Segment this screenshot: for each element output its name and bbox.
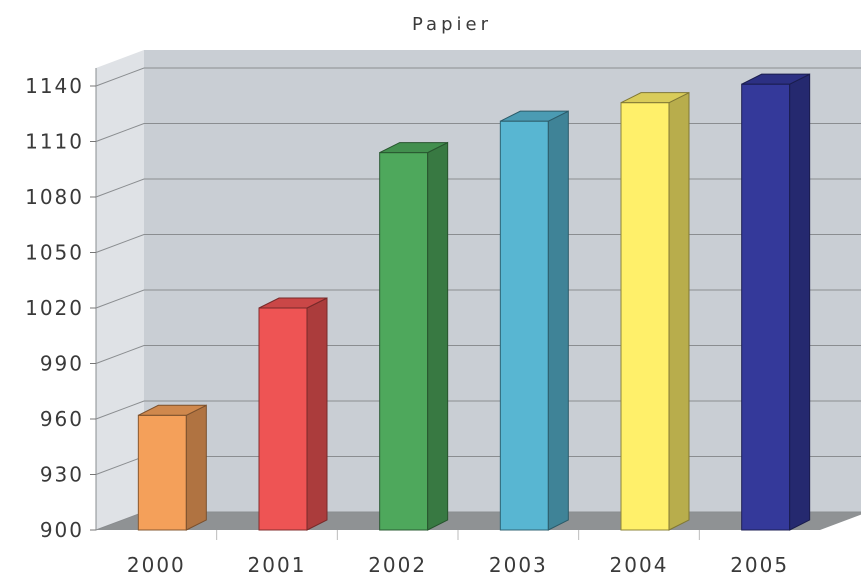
y-tick-label: 990 — [40, 352, 84, 376]
gridline — [95, 67, 861, 87]
x-tick-label: 2000 — [127, 553, 186, 575]
bars — [137, 73, 811, 531]
x-tick-label: 2001 — [248, 553, 307, 575]
bar — [741, 73, 811, 531]
bar-side — [306, 297, 328, 531]
bar-top — [258, 297, 328, 309]
bar — [379, 141, 449, 531]
bar-side — [547, 110, 569, 531]
chart-title: Papier — [412, 14, 492, 35]
bar-front — [741, 83, 791, 531]
y-tick-label: 930 — [40, 463, 84, 487]
y-tick-label: 1140 — [25, 74, 84, 98]
x-tick-label: 2002 — [368, 553, 427, 575]
y-tick-label: 1110 — [25, 130, 84, 154]
bar-top — [138, 404, 207, 416]
bar-front — [258, 307, 308, 531]
bar-front — [379, 152, 429, 531]
bar-front — [499, 120, 549, 531]
bar-side — [668, 91, 690, 531]
bar — [499, 110, 569, 531]
bar-top — [379, 142, 448, 154]
x-tick-label: 2004 — [610, 553, 669, 575]
x-tick-label: 2003 — [489, 553, 548, 575]
bar-front — [137, 414, 187, 531]
y-tick-label: 1080 — [25, 185, 84, 209]
bar-side — [185, 404, 207, 531]
bar — [620, 91, 690, 531]
bar-side — [789, 73, 811, 531]
y-axis-ticks: 900 930 960 990 1020 1050 1080 1110 1140 — [25, 74, 96, 542]
bar-top — [500, 110, 569, 122]
bar-top — [620, 92, 690, 104]
bar — [137, 404, 207, 531]
y-tick-label: 1020 — [25, 296, 84, 320]
side-wall — [96, 50, 144, 530]
x-axis-ticks: 2000 2001 2002 2003 2004 2005 — [127, 530, 789, 575]
bar — [258, 297, 328, 531]
bar-front — [620, 102, 670, 531]
bar-side — [427, 141, 449, 531]
y-tick-label: 900 — [40, 518, 84, 542]
y-tick-label: 960 — [40, 407, 84, 431]
bar-top — [741, 73, 810, 85]
x-tick-label: 2005 — [730, 553, 789, 575]
y-tick-label: 1050 — [25, 241, 84, 265]
